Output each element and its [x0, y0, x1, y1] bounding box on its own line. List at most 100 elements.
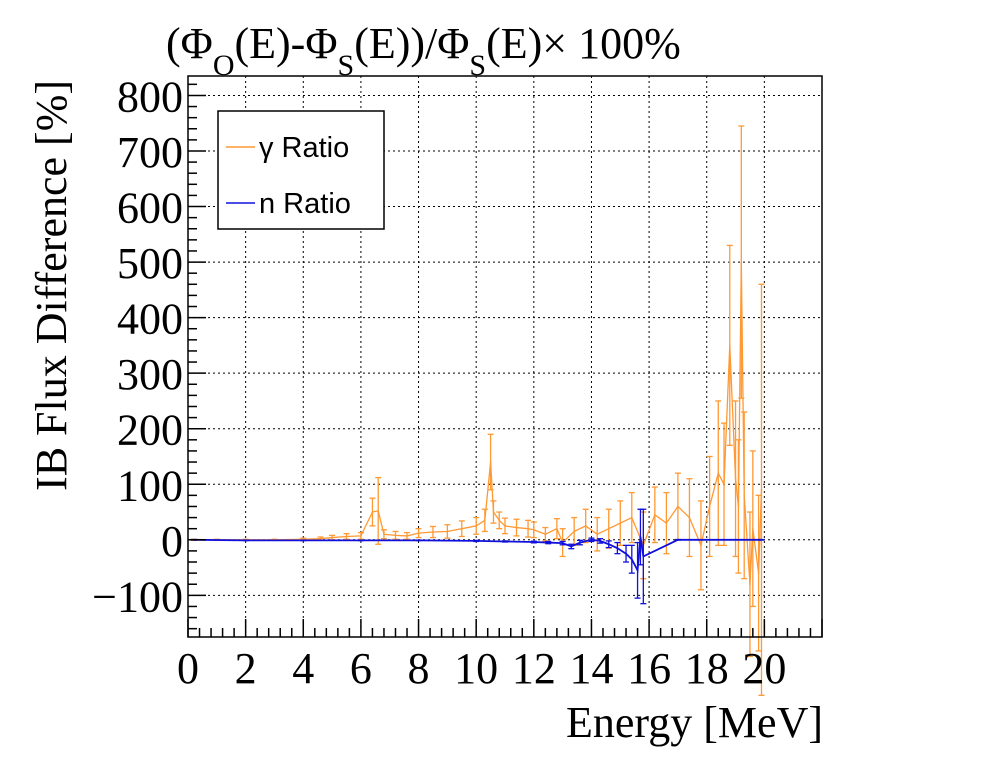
data-point [654, 514, 656, 516]
series-line [193, 262, 763, 585]
plot-frame [187, 75, 823, 638]
data-point [345, 535, 348, 538]
data-point [360, 535, 362, 537]
y-tick-label: 800 [117, 72, 183, 121]
data-point [360, 539, 362, 542]
data-point [700, 544, 702, 547]
data-point [584, 525, 587, 527]
data-point [533, 528, 535, 531]
data-point [599, 540, 601, 542]
data-point [547, 541, 550, 544]
chart-title: (ΦO(E)-ΦS(E))/ΦS(E)× 100% [166, 19, 681, 82]
data-point [665, 522, 668, 524]
data-point [619, 522, 622, 524]
data-point [625, 552, 627, 555]
series-n [190, 508, 765, 605]
data-point [417, 539, 420, 542]
x-axis-title: Energy [MeV] [566, 698, 823, 747]
y-tick-labels: −100 0 100 200 300 400 500 600 700 800 [92, 72, 183, 621]
data-point [596, 533, 599, 536]
data-point [607, 527, 610, 530]
data-point [740, 261, 743, 263]
data-point [616, 547, 619, 549]
data-point [515, 526, 518, 529]
y-tick-label: 0 [161, 517, 183, 566]
x-tick-labels: 0 2 4 6 8 10 12 14 16 18 20 [177, 644, 786, 693]
data-point [460, 527, 463, 530]
data-point [371, 511, 374, 513]
y-tick-label: 700 [117, 128, 183, 177]
data-point [734, 477, 737, 480]
data-point [760, 489, 763, 491]
data-point [504, 540, 506, 543]
legend-n-label: n Ratio [259, 188, 351, 220]
x-tick-label: 12 [512, 644, 556, 693]
data-point [757, 572, 760, 574]
data-point [708, 505, 711, 508]
data-point [383, 533, 385, 536]
y-axis-title: IB Flux Difference [%] [27, 80, 76, 491]
grid [187, 76, 823, 637]
y-tick-label: 100 [117, 461, 183, 510]
x-tick-label: 16 [627, 644, 671, 693]
y-tick-label: −100 [92, 572, 183, 621]
y-tick-label: 400 [117, 295, 183, 344]
data-point [319, 537, 322, 540]
data-point [728, 344, 731, 347]
data-point [677, 505, 679, 508]
y-tick-label: 500 [117, 239, 183, 288]
y-tick-label: 200 [117, 406, 183, 455]
data-point [556, 527, 558, 530]
data-point [760, 538, 763, 541]
series-gamma [190, 125, 765, 696]
data-point [484, 519, 486, 522]
data-point [394, 534, 397, 537]
data-point [573, 530, 575, 533]
data-point [723, 483, 725, 486]
data-point [377, 510, 380, 512]
data-point [631, 558, 633, 561]
x-tick-label: 10 [454, 644, 498, 693]
x-tick-label: 4 [292, 644, 314, 693]
data-point [570, 545, 573, 548]
data-point [749, 583, 751, 586]
data-point [631, 516, 633, 519]
legend-gamma-label: γ Ratio [259, 132, 349, 164]
data-point [752, 527, 754, 530]
legend: γ Ratio n Ratio [217, 110, 385, 230]
data-point [527, 527, 529, 530]
data-point [717, 472, 720, 474]
x-tick-label: 0 [177, 644, 199, 693]
data-point [743, 494, 745, 497]
data-point [533, 541, 535, 543]
x-tick-label: 14 [569, 644, 613, 693]
data-point [561, 542, 564, 544]
data-point [475, 540, 477, 542]
y-tick-label: 600 [117, 184, 183, 233]
data-point [331, 536, 333, 539]
data-point [639, 536, 642, 538]
data-point [677, 538, 679, 541]
data-point [498, 519, 501, 522]
x-tick-label: 6 [350, 644, 372, 693]
y-tick-label: 300 [117, 350, 183, 399]
legend-box [217, 110, 385, 230]
axis-ticks [187, 83, 823, 637]
data-point [636, 569, 639, 572]
data-point [504, 525, 506, 527]
data-point [607, 543, 610, 546]
data-point [417, 532, 420, 534]
series-layer [190, 125, 765, 696]
data-point [475, 525, 477, 527]
x-tick-label: 8 [408, 644, 430, 693]
data-point [432, 531, 434, 533]
x-tick-label: 18 [685, 644, 729, 693]
data-point [688, 516, 691, 519]
data-point [544, 533, 547, 536]
data-point [492, 511, 495, 513]
x-tick-label: 2 [235, 644, 257, 693]
x-tick-label: 20 [742, 644, 786, 693]
data-point [302, 539, 305, 542]
data-point [579, 541, 581, 544]
